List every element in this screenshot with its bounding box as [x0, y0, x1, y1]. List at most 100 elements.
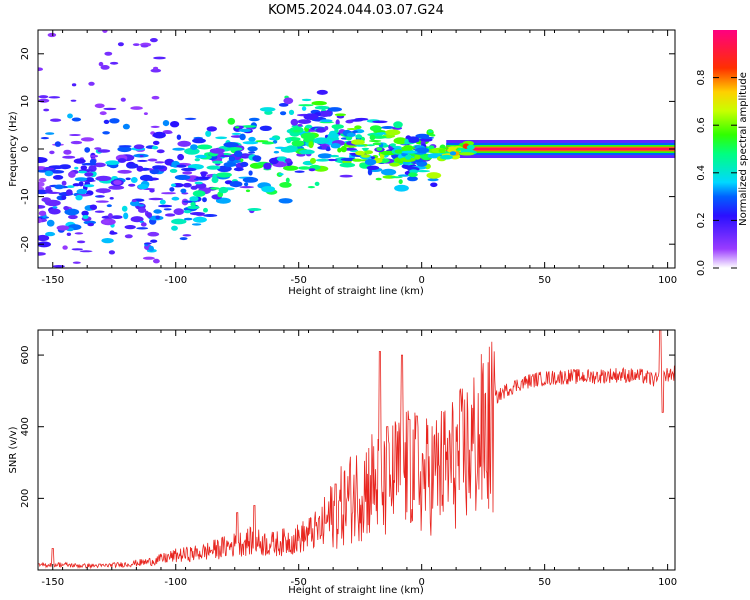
- spectrogram-blob: [394, 149, 404, 154]
- spectrogram-blob: [149, 188, 155, 193]
- spectrogram-blob: [64, 208, 80, 216]
- spectrogram-blob: [308, 141, 314, 149]
- spectrogram-blob: [121, 205, 128, 212]
- spectrogram-blob: [248, 117, 260, 122]
- spectrogram-blob: [169, 168, 178, 173]
- snr-x-tick-label: -50: [291, 577, 307, 588]
- spectrogram-blob: [291, 140, 305, 147]
- spectrogram-blob: [380, 126, 395, 129]
- spectrogram-blob: [440, 154, 453, 160]
- spectrogram-blob: [337, 147, 342, 153]
- spectrogram-blob: [298, 104, 314, 107]
- spectrogram-blob: [218, 186, 229, 194]
- spectrogram-blob: [361, 154, 370, 158]
- spectrogram-blob: [209, 148, 225, 154]
- spectrogram-blob: [61, 195, 67, 201]
- spectrogram-blob: [355, 150, 365, 156]
- colorbar-tick-label: 0.0: [696, 260, 707, 276]
- spectrogram-blob: [62, 155, 76, 159]
- spectrogram-blob: [147, 158, 158, 162]
- spectrogram-x-tick-label: -100: [164, 275, 187, 286]
- spectrogram-blob: [219, 155, 231, 158]
- spectrogram-blob: [48, 96, 61, 99]
- spectrogram-blob: [78, 170, 88, 174]
- spectrogram-blob: [103, 107, 117, 111]
- spectrogram-blob: [130, 177, 138, 183]
- spectrogram-blob: [180, 188, 187, 194]
- spectrogram-blob: [150, 125, 160, 128]
- spectrogram-blob: [67, 113, 73, 119]
- spectrogram-blob: [81, 210, 89, 216]
- spectrogram-blob: [345, 119, 354, 124]
- spectrogram-blob: [370, 156, 376, 160]
- spectrogram-blob: [161, 192, 176, 195]
- spectrogram-blob: [54, 184, 64, 190]
- spectrogram-x-tick-label: -50: [291, 275, 307, 286]
- spectrogram-blob: [87, 222, 94, 227]
- spectrogram-blob: [407, 176, 418, 182]
- spectrogram-blob: [84, 172, 94, 177]
- spectrogram-blob: [352, 130, 358, 133]
- spectrogram-blob: [354, 125, 362, 130]
- spectrogram-blob: [153, 258, 160, 264]
- spectrogram-blob: [206, 126, 217, 132]
- spectrogram-x-tick-label: 100: [658, 275, 677, 286]
- spectrogram-blob: [283, 165, 299, 171]
- colorbar-tick-label: 0.6: [696, 117, 707, 133]
- spectrogram-blob: [248, 151, 256, 154]
- spectrogram-blob: [448, 146, 458, 150]
- spectrogram-blob: [305, 124, 313, 129]
- spectrogram-blob: [71, 83, 77, 87]
- snr-x-axis-label: Height of straight line (km): [288, 585, 424, 596]
- spectrogram-blob: [63, 149, 72, 155]
- spectrogram-blob: [183, 210, 192, 214]
- spectrogram-blob: [45, 132, 55, 135]
- colorbar-tick-label: 0.4: [696, 165, 707, 181]
- spectrogram-blob: [314, 181, 320, 186]
- spectrogram-blob: [415, 147, 430, 154]
- spectrogram-blob: [176, 134, 182, 140]
- spectrogram-blob: [104, 51, 113, 56]
- spectrogram-blob: [117, 169, 132, 174]
- spectrogram-y-tick-label: -10: [20, 188, 31, 204]
- spectrogram-blob: [248, 170, 253, 176]
- spectrogram-blob: [234, 126, 240, 129]
- spectrogram-blob: [406, 136, 420, 143]
- spectrogram-blob: [74, 177, 88, 182]
- snr-series-line: [38, 330, 675, 570]
- spectrogram-blob: [211, 176, 219, 184]
- spectrogram-blob: [38, 95, 49, 99]
- spectrogram-blob: [233, 167, 244, 172]
- spectrogram-blob: [381, 168, 397, 176]
- spectrogram-blob: [408, 172, 418, 177]
- spectrogram-blob: [189, 196, 199, 202]
- spectrogram-blob: [355, 144, 366, 147]
- spectrogram-y-tick-label: 10: [20, 95, 31, 108]
- spectrogram-blob: [109, 197, 114, 200]
- spectrogram-blob: [290, 118, 299, 126]
- spectrogram-blob: [215, 136, 228, 140]
- spectrogram-blob: [85, 177, 95, 182]
- spectrogram-blob: [43, 167, 55, 171]
- spectrogram-blob: [285, 177, 290, 183]
- spectrogram-blob: [136, 159, 148, 162]
- spectrogram-blob: [366, 144, 375, 147]
- colorbar-gradient: [713, 30, 737, 268]
- spectrogram-blob: [76, 188, 88, 195]
- spectrogram-blob: [40, 137, 50, 140]
- spectrogram-blob: [74, 166, 79, 170]
- spectrogram-blob: [54, 141, 62, 147]
- spectrogram-blob: [339, 174, 353, 178]
- spectrogram-blob: [108, 250, 115, 255]
- spectrogram-blob: [156, 149, 165, 154]
- colorbar-tick-label: 0.8: [696, 70, 707, 86]
- spectrogram-blob: [47, 32, 57, 38]
- spectrogram-blob: [95, 175, 112, 181]
- colorbar-tick-label: 0.2: [696, 212, 707, 228]
- spectrogram-blob: [68, 214, 78, 220]
- spectrogram-blob: [44, 189, 53, 194]
- spectrogram-blob: [38, 177, 47, 183]
- spectrogram-blob: [109, 231, 118, 235]
- spectrogram-blob: [139, 174, 153, 181]
